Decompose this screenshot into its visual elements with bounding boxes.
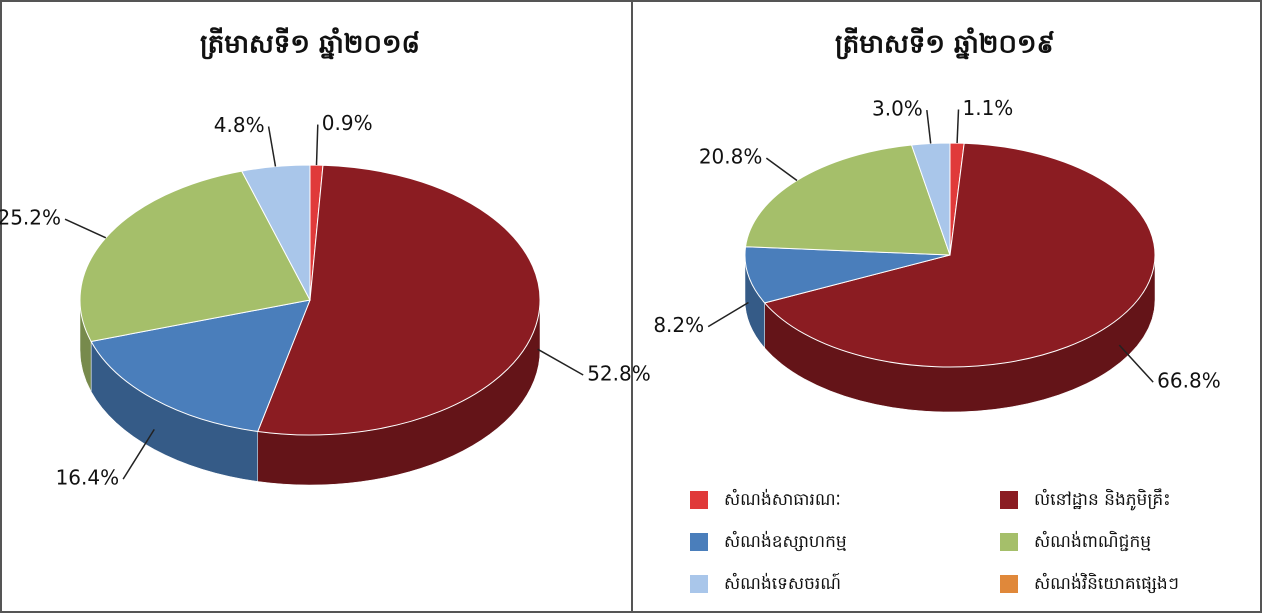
legend-label: សំណង់ទេសចរណ៍ xyxy=(724,572,841,594)
data-label: 4.8% xyxy=(214,113,265,137)
leader-line xyxy=(537,348,584,376)
legend-swatch xyxy=(690,491,708,509)
data-label: 1.1% xyxy=(963,96,1014,120)
pie-slice xyxy=(90,299,311,433)
data-label: 25.2% xyxy=(0,206,61,230)
pie-slice xyxy=(257,164,541,436)
legend-swatch xyxy=(1000,491,1018,509)
leader-line xyxy=(956,109,960,144)
pie-slice xyxy=(763,142,1156,368)
legend-label: សំណង់ឧស្សាហកម្ម xyxy=(724,530,847,552)
leader-line xyxy=(64,218,107,239)
legend-label: សំណង់ពាណិជ្ជកម្ម xyxy=(1034,530,1151,552)
data-label: 16.4% xyxy=(56,466,120,490)
legend-swatch xyxy=(1000,575,1018,593)
chart-title: ត្រីមាសទី១ ឆ្នាំ២០១៨ xyxy=(200,27,420,60)
pie-slice xyxy=(910,142,951,256)
data-label: 3.0% xyxy=(872,97,923,121)
legend-label: សំណង់សាធារណៈ xyxy=(724,488,841,510)
leader-line xyxy=(765,157,798,182)
legend-label: សំណង់វិនិយោគផ្សេងៗ xyxy=(1034,572,1179,594)
pie-slice xyxy=(79,170,311,343)
pie-slice xyxy=(744,144,951,256)
data-label: 0.9% xyxy=(322,111,373,135)
leader-line xyxy=(926,109,932,144)
data-label: 52.8% xyxy=(587,361,651,385)
leader-line xyxy=(315,124,319,166)
leader-line xyxy=(707,301,749,328)
legend-swatch xyxy=(690,533,708,551)
leader-line xyxy=(267,126,277,167)
leader-line xyxy=(122,428,155,480)
legend-swatch xyxy=(690,575,708,593)
data-label: 20.8% xyxy=(699,145,763,169)
legend-label: លំនៅដ្ឋាន និងភូមិគ្រឹះ xyxy=(1034,488,1171,511)
legend-swatch xyxy=(1000,533,1018,551)
chart-title: ត្រីមាសទី១ ឆ្នាំ២០១៩ xyxy=(835,27,1055,60)
data-label: 66.8% xyxy=(1157,369,1221,393)
pie-slice xyxy=(744,246,951,304)
data-label: 8.2% xyxy=(653,313,704,337)
leader-line xyxy=(1118,344,1154,383)
